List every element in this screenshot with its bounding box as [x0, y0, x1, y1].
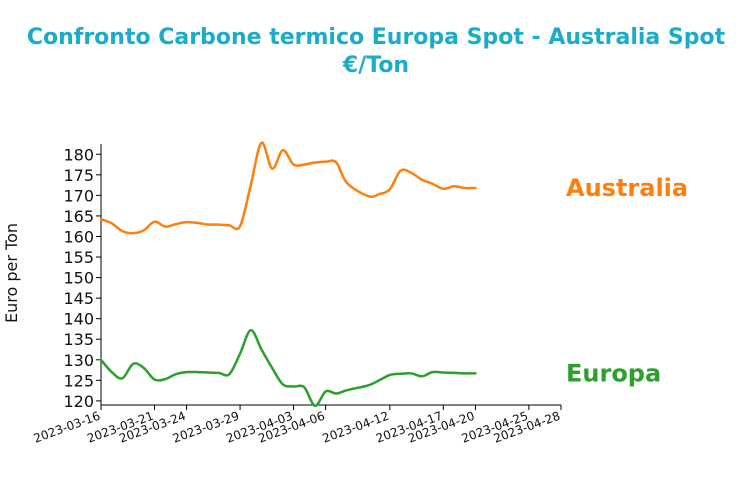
y-tick-label: 170: [63, 186, 94, 205]
y-tick-label: 175: [63, 166, 94, 185]
y-axis-label: Euro per Ton: [2, 223, 21, 323]
y-tick-label: 160: [63, 227, 94, 246]
y-tick-label: 130: [63, 351, 94, 370]
series-label-europa: Europa: [566, 359, 661, 387]
chart-title: Confronto Carbone termico Europa Spot - …: [26, 25, 726, 50]
y-tick-label: 150: [63, 269, 94, 288]
y-tick-label: 180: [63, 145, 94, 164]
y-tick-label: 125: [63, 371, 94, 390]
chart-subtitle: €/Ton: [342, 53, 410, 78]
series-line-australia: [99, 141, 477, 235]
y-tick-label: 120: [63, 392, 94, 411]
y-tick-label: 165: [63, 207, 94, 226]
y-tick-label: 135: [63, 330, 94, 349]
series-labels: Australia Europa: [566, 174, 688, 387]
axes: 1201251301351401451501551601651701751802…: [32, 144, 562, 446]
y-tick-label: 145: [63, 289, 94, 308]
y-tick-label: 140: [63, 310, 94, 329]
series-line-europa: [99, 328, 477, 408]
series-label-australia: Australia: [566, 174, 688, 202]
series-lines: [99, 141, 477, 408]
y-tick-label: 155: [63, 248, 94, 267]
